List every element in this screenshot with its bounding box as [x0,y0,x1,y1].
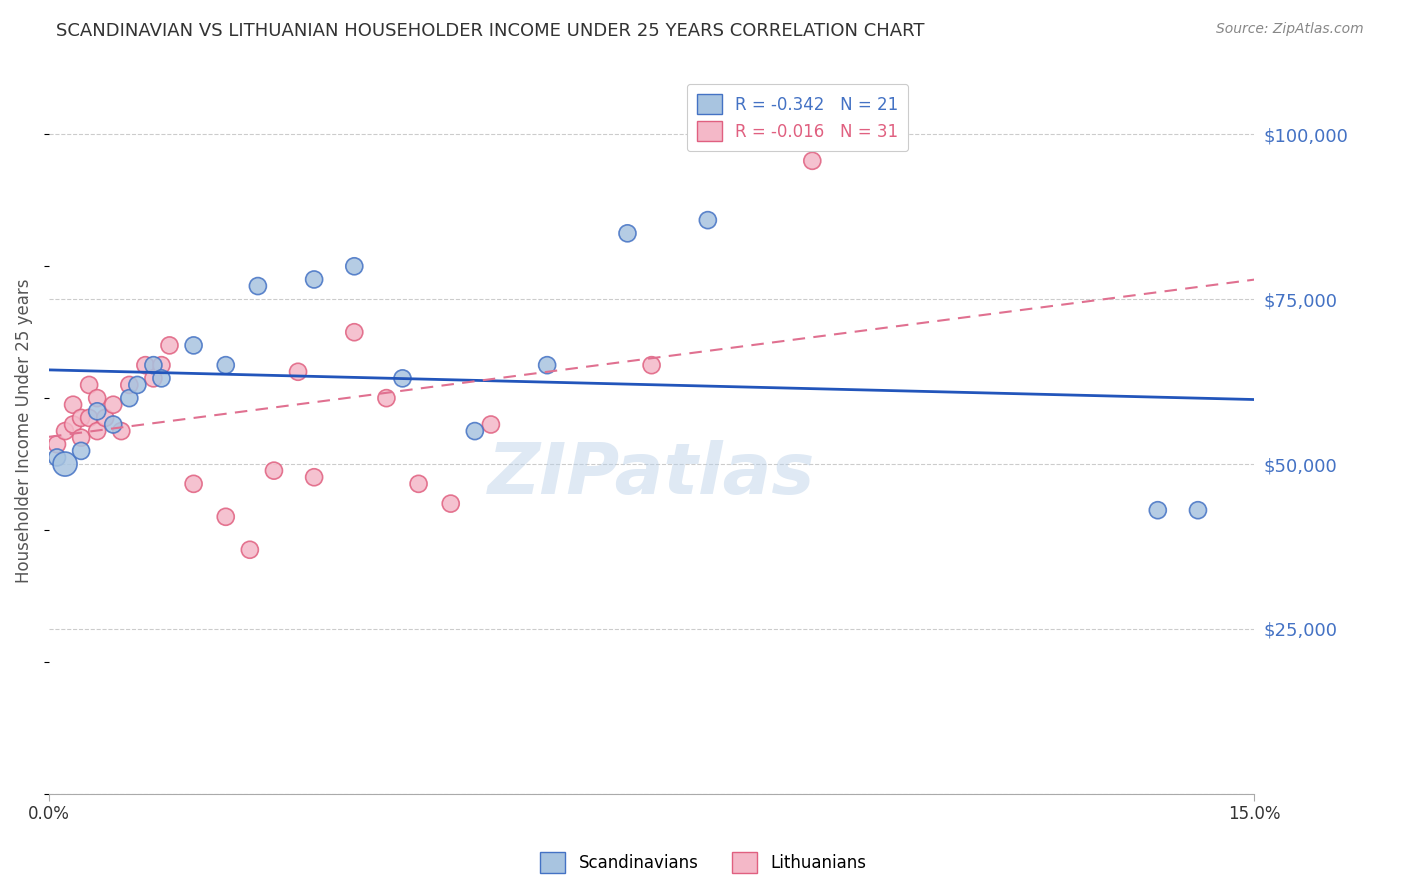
Point [150,358,173,372]
Point [239,542,262,557]
Y-axis label: Householder Income Under 25 years: Householder Income Under 25 years [15,279,32,583]
Point [302,272,325,286]
Point [263,464,285,478]
Point [183,338,205,352]
Point [94,411,117,425]
Point [62,417,84,432]
Point [46,450,69,465]
Point [464,424,486,438]
Point [86,424,108,438]
Point [86,404,108,418]
Point [215,358,238,372]
Point [215,509,238,524]
Point [408,476,430,491]
Point [86,391,108,405]
Point [391,371,413,385]
Legend: Scandinavians, Lithuanians: Scandinavians, Lithuanians [533,846,873,880]
Point [77,411,100,425]
Point [640,358,662,372]
Point [77,378,100,392]
Point [134,358,156,372]
Point [536,358,558,372]
Point [287,365,309,379]
Point [127,378,149,392]
Point [302,470,325,484]
Point [440,497,463,511]
Point [1187,503,1209,517]
Point [479,417,502,432]
Point [46,437,69,451]
Point [142,358,165,372]
Point [70,443,93,458]
Text: ZIPatlas: ZIPatlas [488,440,815,509]
Point [70,431,93,445]
Text: SCANDINAVIAN VS LITHUANIAN HOUSEHOLDER INCOME UNDER 25 YEARS CORRELATION CHART: SCANDINAVIAN VS LITHUANIAN HOUSEHOLDER I… [56,22,925,40]
Point [70,411,93,425]
Point [343,325,366,339]
Point [246,279,269,293]
Point [118,378,141,392]
Point [53,457,76,471]
Point [118,391,141,405]
Point [110,424,132,438]
Point [103,398,125,412]
Point [142,371,165,385]
Point [1146,503,1168,517]
Point [183,476,205,491]
Point [53,424,76,438]
Point [62,398,84,412]
Point [696,213,718,227]
Point [103,417,125,432]
Point [616,227,638,241]
Legend: R = -0.342   N = 21, R = -0.016   N = 31: R = -0.342 N = 21, R = -0.016 N = 31 [688,84,908,152]
Point [801,153,824,168]
Point [150,371,173,385]
Point [343,260,366,274]
Point [159,338,181,352]
Point [375,391,398,405]
Text: Source: ZipAtlas.com: Source: ZipAtlas.com [1216,22,1364,37]
